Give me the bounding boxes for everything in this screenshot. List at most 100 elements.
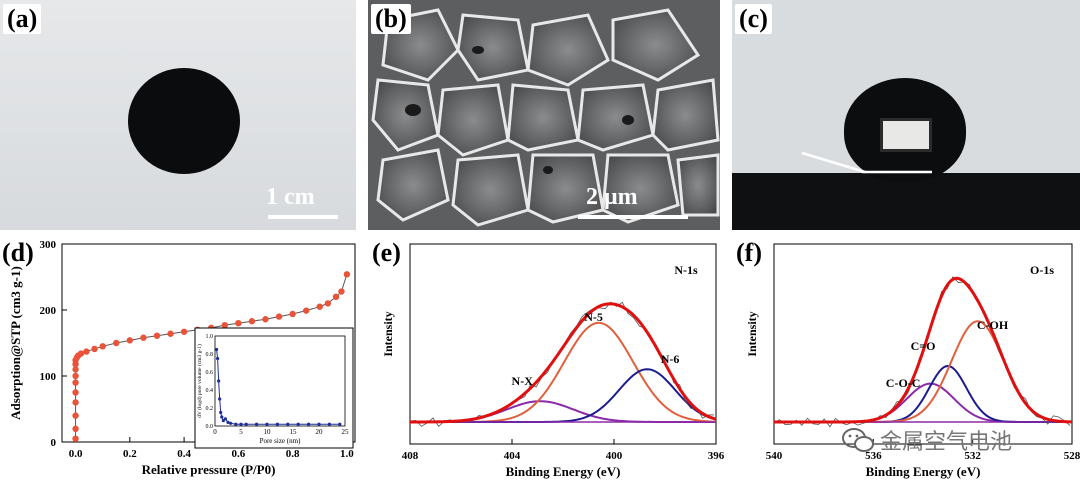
inset-x-label: Pore size (nm) <box>260 437 301 445</box>
inset-y-label: dV (logd) pore volume (cm3 g-1) <box>196 344 203 418</box>
contact-angle-photo <box>732 0 1080 230</box>
envelope-fit <box>774 276 1073 424</box>
plot-frame <box>773 243 1073 445</box>
chart-title: N-1s <box>674 263 698 277</box>
x-tick-label: 396 <box>708 450 724 462</box>
inset-y-tick-label: 0.2 <box>206 406 214 412</box>
panel-label-e: (e) <box>372 238 401 268</box>
x-tick-label: 532 <box>964 450 981 462</box>
inset-point <box>296 422 300 426</box>
x-tick-label: 404 <box>504 450 521 462</box>
data-point <box>316 303 323 310</box>
x-tick-label: 540 <box>766 450 783 462</box>
inset-y-tick-label: 0.8 <box>206 352 214 358</box>
data-point <box>113 339 120 347</box>
data-point <box>72 425 79 432</box>
inset-y-tick-label: 0.6 <box>206 370 214 376</box>
inset-x-tick-label: 15 <box>290 428 298 436</box>
peak-label: N-6 <box>661 352 680 366</box>
panel-label-d: (d) <box>2 238 34 268</box>
data-point <box>72 372 79 380</box>
droplet-highlight <box>880 118 932 152</box>
inset-point <box>307 422 311 426</box>
data-point <box>72 379 79 386</box>
data-point <box>72 412 79 419</box>
sem-image: 2 μm <box>368 0 720 230</box>
data-point <box>153 332 161 339</box>
inset-x-tick-label: 5 <box>239 428 243 436</box>
inset-x-tick-label: 20 <box>316 428 324 436</box>
watermark: 金属空气电池 <box>842 424 1012 456</box>
x-axis-label: Binding Energy (eV) <box>506 464 621 479</box>
data-point <box>126 337 134 344</box>
y-tick-label: 300 <box>40 239 57 251</box>
chart-xps-o1s: 540 536 532 528 Binding Energy (eV) Intensity… <box>745 243 1080 479</box>
x-tick-label: 0.6 <box>231 448 245 460</box>
inset-x-tick-label: 10 <box>264 428 272 436</box>
watermark-text: 金属空气电池 <box>880 430 1013 455</box>
data-point <box>332 293 340 300</box>
data-point <box>302 307 310 314</box>
inset-point <box>226 420 230 424</box>
x-tick-label: 0.0 <box>69 448 83 460</box>
inset-point <box>255 422 259 426</box>
panel-label-a: (a) <box>3 4 42 34</box>
data-point <box>72 389 79 396</box>
data-point <box>72 435 79 442</box>
inset-point <box>223 417 227 421</box>
inset-point <box>214 347 219 352</box>
x-tick-label: 528 <box>1064 450 1080 462</box>
wechat-icon <box>842 428 874 452</box>
inset-point <box>317 422 321 426</box>
scale-bar <box>268 215 338 219</box>
inset-line <box>216 349 340 425</box>
substrate <box>732 173 1080 230</box>
inset-frame <box>194 327 354 449</box>
inset-y-tick-label: 0.0 <box>206 424 214 430</box>
data-point <box>167 330 174 337</box>
data-point <box>324 300 332 307</box>
x-axis-label: Binding Energy (eV) <box>866 464 981 479</box>
inset-y-tick-label: 1.0 <box>206 334 214 340</box>
sem-porous-structure <box>368 0 720 230</box>
inset-y-tick-label: 0.4 <box>206 388 214 394</box>
inset-point <box>218 397 222 401</box>
y-tick-label: 0 <box>51 437 57 449</box>
inset-x-tick-label: 25 <box>342 428 350 436</box>
peak-n-6 <box>410 368 717 423</box>
inset-point <box>265 422 269 426</box>
data-point <box>275 313 283 320</box>
x-tick-label: 0.2 <box>123 448 137 460</box>
inset-plot-frame <box>214 335 346 427</box>
inset-point <box>338 422 342 426</box>
scale-bar-label: 1 cm <box>266 184 315 210</box>
inset-point <box>234 422 238 426</box>
sample-disc <box>128 68 240 174</box>
inset-point <box>217 379 221 383</box>
y-axis-label: Intensity <box>381 311 395 356</box>
data-point <box>289 310 296 318</box>
data-point <box>343 271 351 278</box>
peak-c-o <box>774 365 1072 423</box>
peak-label: C=O <box>911 339 936 353</box>
photo-sample-disc: 1 cm <box>0 0 356 230</box>
scale-bar <box>578 215 688 219</box>
data-point <box>262 316 269 323</box>
x-tick-label: 1.0 <box>340 448 354 460</box>
data-point <box>77 350 85 357</box>
panel-label-b: (b) <box>371 4 411 34</box>
data-point <box>72 399 79 406</box>
x-axis-label: Relative pressure (P/P0) <box>142 462 276 477</box>
data-point <box>248 318 256 325</box>
peak-label: C-OH <box>977 318 1009 332</box>
contact-angle-lines <box>801 151 932 174</box>
x-tick-label: 0.4 <box>177 448 191 460</box>
plot-frame <box>409 243 717 445</box>
scale-bar-label: 2 μm <box>586 184 638 210</box>
x-tick-label: 408 <box>402 450 419 462</box>
inset-point <box>327 422 331 426</box>
inset-point <box>275 422 279 426</box>
data-point <box>83 348 90 355</box>
x-tick-label: 536 <box>865 450 882 462</box>
